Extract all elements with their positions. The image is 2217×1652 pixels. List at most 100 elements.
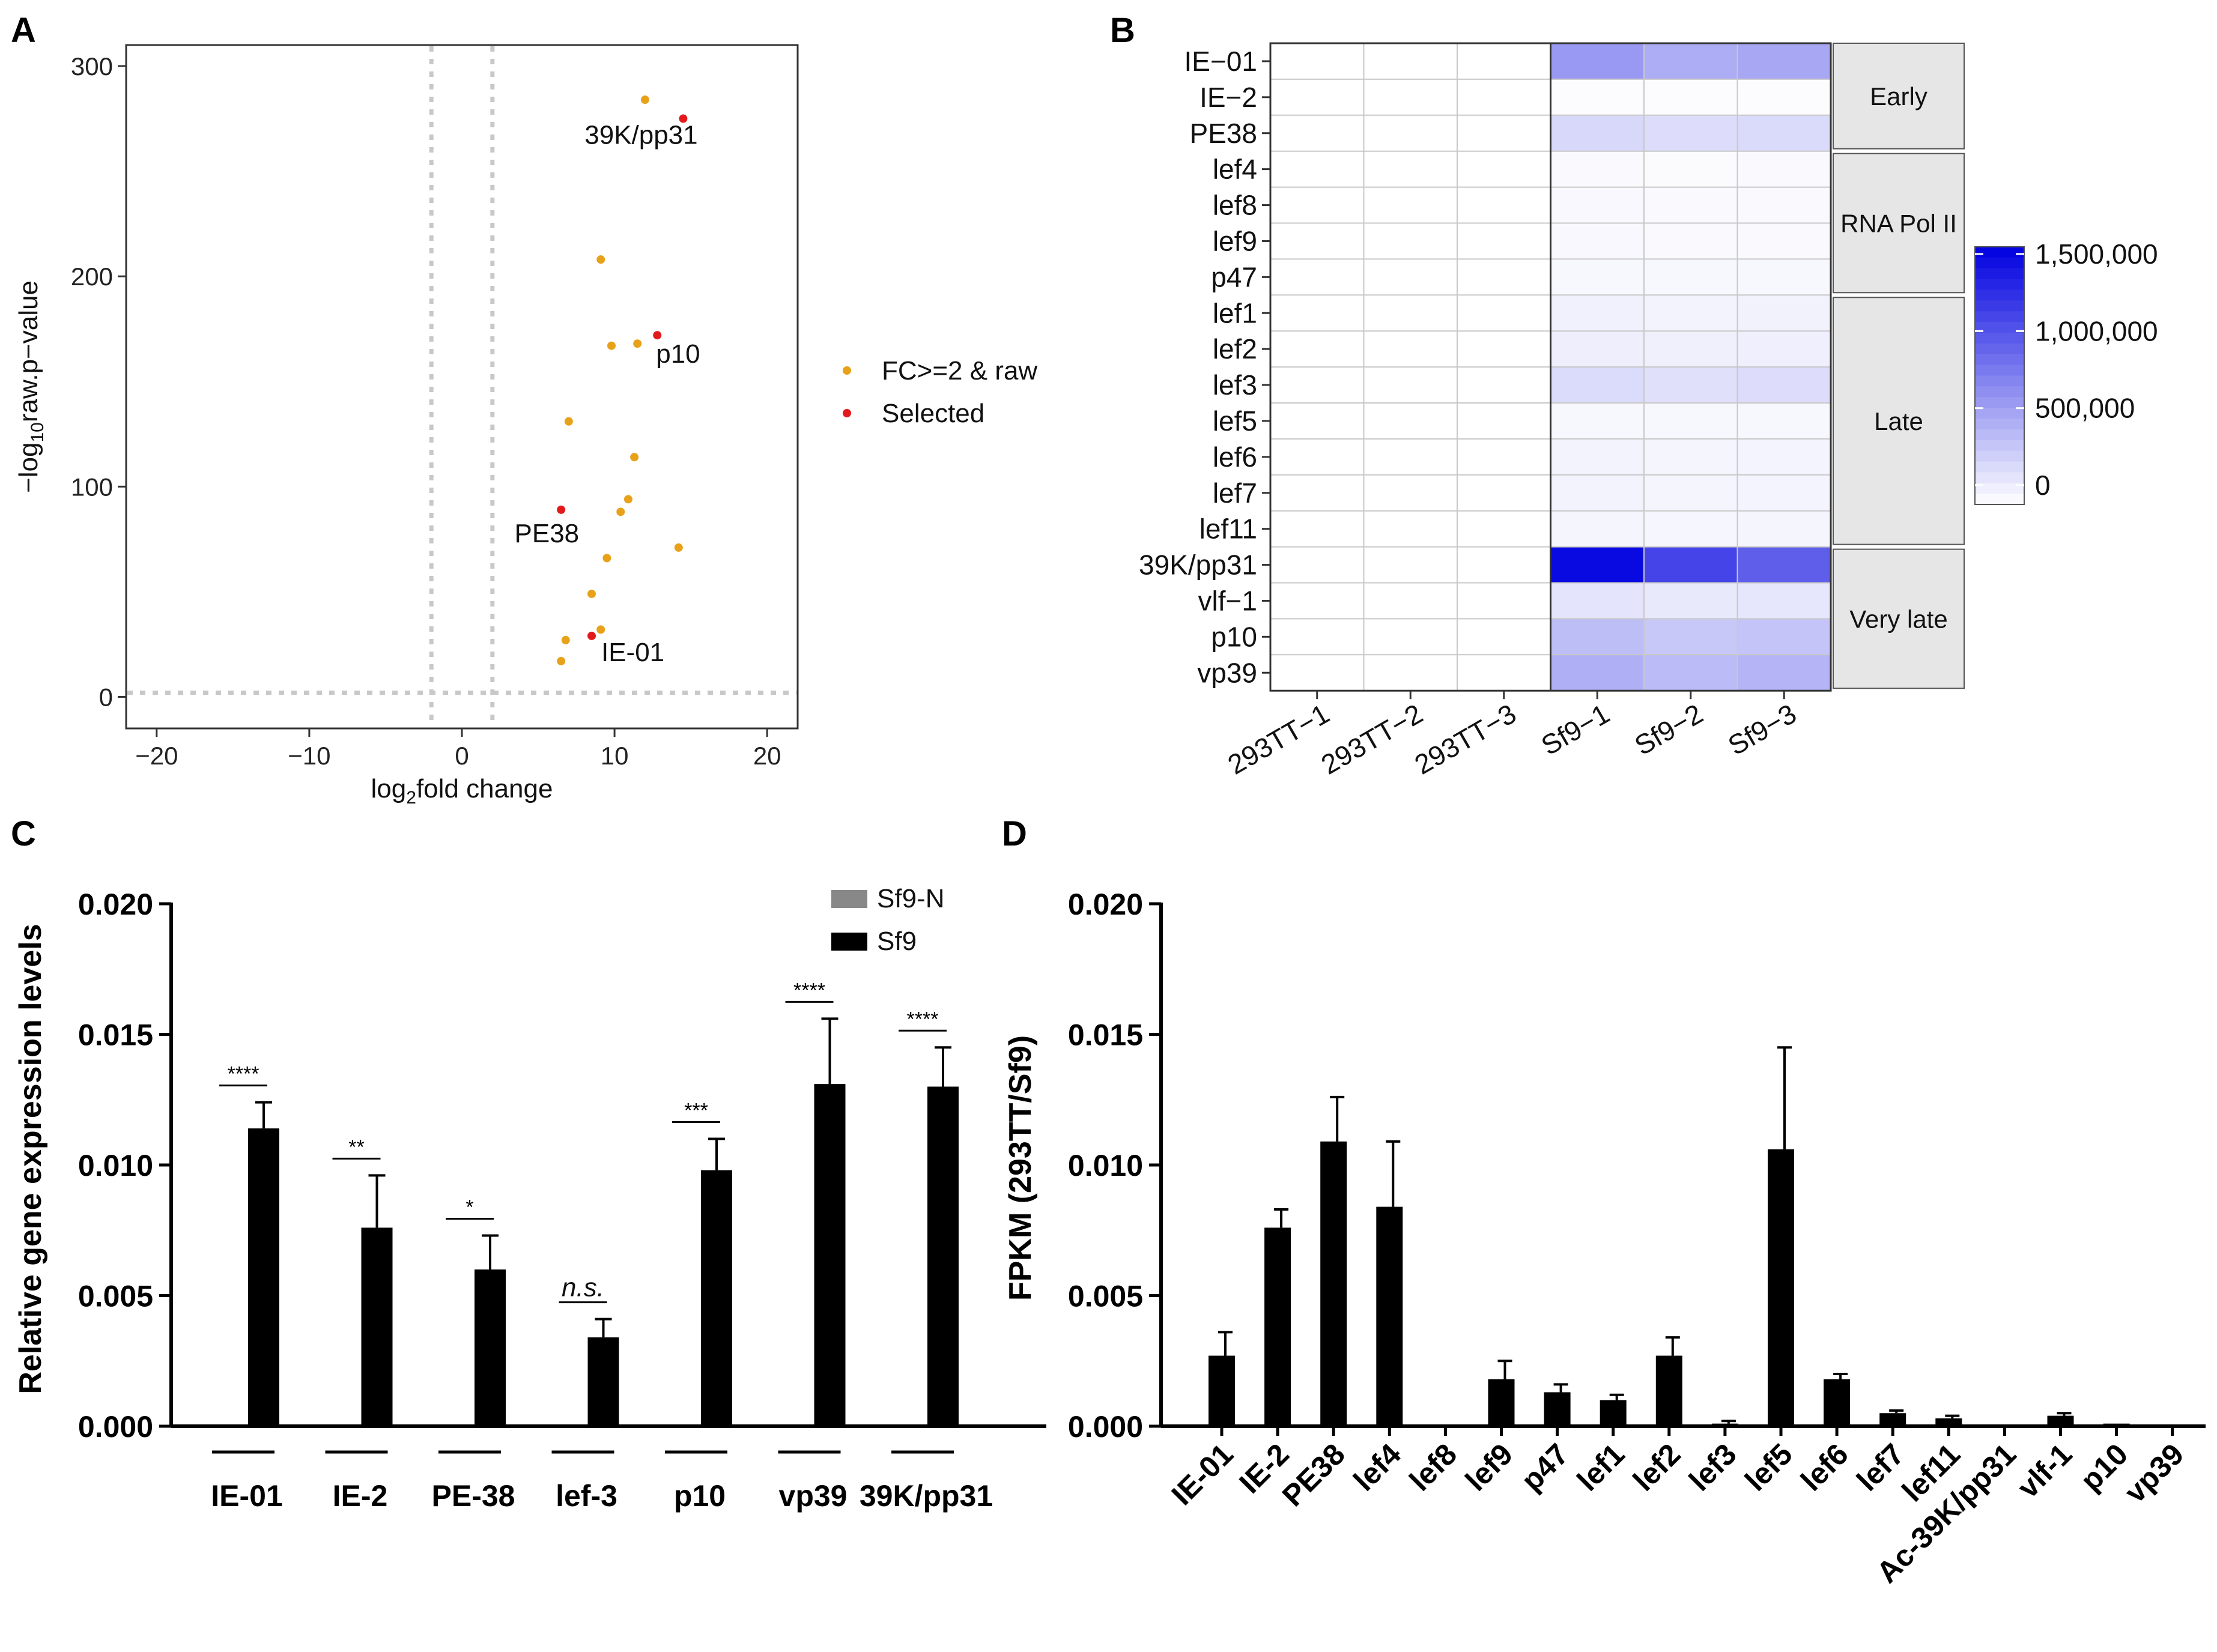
- heatmap-cells: [1270, 43, 1831, 691]
- color-scale-frame: [1974, 246, 2025, 505]
- group-annotations: Early RNA Pol II Late Very late: [1833, 43, 1965, 689]
- significant-point: [557, 656, 566, 665]
- heatmap-cell: [1737, 43, 1831, 79]
- color-scale-step: [1975, 300, 2024, 312]
- category-label: lef6: [1794, 1437, 1855, 1498]
- heatmap-cell: [1737, 403, 1831, 439]
- heatmap-cell: [1644, 187, 1738, 223]
- category-label: PE-38: [432, 1479, 515, 1513]
- heatmap-cell: [1550, 546, 1644, 583]
- heatmap-cell: [1550, 151, 1644, 187]
- heatmap-cell: [1457, 223, 1551, 259]
- heatmap-cell: [1737, 619, 1831, 655]
- row-label: vp39: [1197, 657, 1257, 688]
- heatmap-cell: [1363, 43, 1457, 79]
- heatmap: IE−01 IE−2 PE38 lef4 lef8 lef9 p47 lef1 lef2 lef3…: [1139, 42, 2158, 781]
- heatmap-cell: [1644, 151, 1738, 187]
- threshold-lines: [127, 46, 796, 727]
- category-label: lef9: [1459, 1437, 1520, 1498]
- heatmap-cell: [1737, 151, 1831, 187]
- color-scale-step: [1975, 354, 2024, 366]
- bar: [1320, 1141, 1347, 1426]
- axes: 0.000 0.005 0.010 0.015 0.020: [78, 888, 1046, 1444]
- selected-point: [557, 505, 566, 514]
- row-label: lef2: [1213, 333, 1257, 365]
- row-label: lef4: [1213, 154, 1257, 185]
- significant-point: [616, 507, 625, 516]
- heatmap-cell: [1550, 331, 1644, 368]
- category-labels: IE-01IE-2PE38lef4lef8lef9p47lef1lef2lef3…: [1165, 1426, 2190, 1590]
- heatmap-cell: [1737, 187, 1831, 223]
- heatmap-cell: [1363, 474, 1457, 511]
- heatmap-cell: [1644, 510, 1738, 547]
- heatmap-cell: [1270, 79, 1364, 115]
- x-axis-title: log2fold change: [371, 774, 553, 808]
- significant-point: [602, 554, 611, 563]
- heatmap-cell: [1270, 582, 1364, 619]
- category-label: vp39: [2118, 1437, 2190, 1509]
- bar: [1768, 1149, 1794, 1426]
- selected-point-label: IE-01: [601, 638, 664, 667]
- heatmap-cell: [1550, 403, 1644, 439]
- axes: 0.000 0.005 0.010 0.015 0.020: [1068, 888, 2206, 1444]
- heatmap-cell: [1363, 187, 1457, 223]
- heatmap-cell: [1363, 79, 1457, 115]
- legend-label-sig: FC>=2 & raw: [882, 356, 1037, 386]
- x-axis-title-post: fold change: [416, 774, 553, 803]
- heatmap-cell: [1270, 43, 1364, 79]
- heatmap-cell: [1270, 331, 1364, 368]
- row-label: lef3: [1213, 369, 1257, 401]
- heatmap-cell: [1737, 582, 1831, 619]
- color-scale-label: 0: [2035, 470, 2051, 501]
- heatmap-cell: [1363, 619, 1457, 655]
- row-label: IE−01: [1184, 46, 1258, 77]
- heatmap-cell: [1550, 115, 1644, 151]
- group-box: [1833, 548, 1965, 689]
- heatmap-cell: [1270, 295, 1364, 331]
- heatmap-cell: [1363, 367, 1457, 403]
- y-axis-title-sub: 10: [28, 422, 47, 442]
- heatmap-cell: [1550, 619, 1644, 655]
- bar-sf9: [814, 1084, 846, 1426]
- heatmap-cell: [1644, 474, 1738, 511]
- x-tick-label: 20: [753, 742, 781, 770]
- selected-point: [679, 114, 688, 123]
- y-tick-label: 300: [71, 52, 113, 80]
- heatmap-cell: [1644, 655, 1738, 691]
- heatmap-cell: [1737, 331, 1831, 368]
- y-tick-label: 0.005: [1068, 1280, 1143, 1313]
- selected-point-label: PE38: [515, 519, 580, 548]
- heatmap-frame: [1269, 42, 1832, 692]
- color-scale-step: [1975, 247, 2024, 258]
- heatmap-cell: [1457, 367, 1551, 403]
- category-labels: IE-01 IE-2 PE-38 lef-3 p10 vp39 39K/pp31: [211, 1450, 993, 1513]
- significant-point: [623, 495, 632, 504]
- heatmap-cell: [1457, 115, 1551, 151]
- heatmap-cell: [1270, 151, 1364, 187]
- y-tick-label: 0: [99, 683, 113, 711]
- heatmap-cell: [1457, 619, 1551, 655]
- data-points: [557, 95, 688, 665]
- heatmap-cell: [1457, 474, 1551, 511]
- legend-marker-selected: [843, 409, 851, 417]
- heatmap-cell: [1270, 546, 1364, 583]
- heatmap-cell: [1363, 295, 1457, 331]
- heatmap-cell: [1737, 474, 1831, 511]
- heatmap-cell: [1457, 510, 1551, 547]
- selected-point: [653, 331, 662, 340]
- category-label: lef8: [1403, 1437, 1464, 1498]
- significant-point: [596, 255, 605, 264]
- significance-label: **: [348, 1136, 364, 1158]
- bar: [1879, 1413, 1906, 1426]
- group-label: Early: [1870, 82, 1927, 110]
- y-tick-label: 0.015: [78, 1018, 153, 1052]
- y-tick-label: 100: [71, 473, 113, 501]
- heatmap-cell: [1737, 546, 1831, 583]
- legend-swatch-sf9: [831, 933, 867, 951]
- bar: [1544, 1392, 1571, 1426]
- color-scale-step: [1975, 333, 2024, 344]
- row-label: lef8: [1213, 190, 1257, 221]
- row-label: lef5: [1213, 405, 1257, 437]
- fpkm-bar-chart: 0.000 0.005 0.010 0.015 0.020 IE-01IE-2PE38l…: [1003, 888, 2206, 1590]
- heatmap-cell: [1270, 510, 1364, 547]
